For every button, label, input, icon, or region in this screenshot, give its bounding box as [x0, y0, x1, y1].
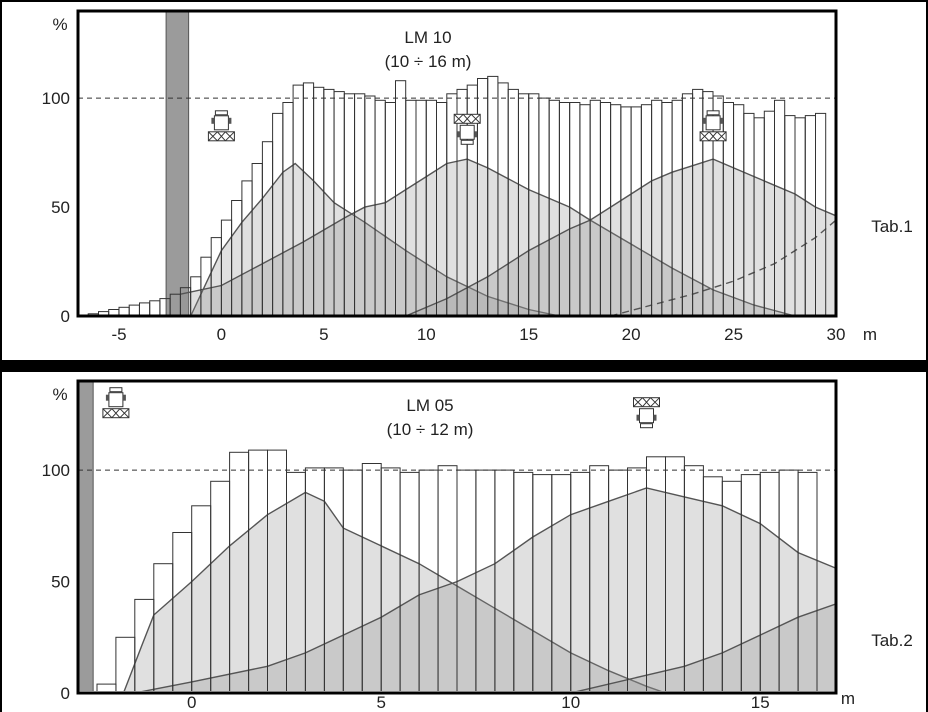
x-tick-label: 5: [319, 325, 328, 344]
chart-subtitle: (10 ÷ 16 m): [385, 52, 472, 71]
x-axis-unit: m: [863, 325, 877, 344]
chart-panel-lm10: LM 10 (10 ÷ 16 m) % m Tab.1 -5 0 5 10 15 20 25…: [2, 2, 926, 360]
panel-background: [2, 372, 926, 712]
x-tick-label: 15: [519, 325, 538, 344]
y-tick-label: 100: [42, 461, 70, 480]
table-label: Tab.2: [871, 631, 913, 650]
plot-frame: [76, 9, 838, 318]
tractor-icon: [102, 387, 130, 419]
y-axis-label: %: [52, 15, 67, 34]
y-tick-label: 100: [42, 89, 70, 108]
x-tick-label: 10: [561, 693, 580, 712]
tractor-icon: [633, 397, 660, 429]
y-tick-label: 0: [61, 684, 70, 703]
x-tick-label: 10: [417, 325, 436, 344]
plot-area: [78, 11, 836, 316]
x-tick-label: 0: [187, 693, 196, 712]
tractor-icon: [699, 110, 727, 142]
table-label: Tab.1: [871, 217, 913, 236]
x-tick-label: 0: [217, 325, 226, 344]
bar: [815, 112, 827, 316]
bar: [797, 471, 818, 691]
tractor-icon: [207, 110, 235, 142]
chart-panel-lm05: LM 05 (10 ÷ 12 m) % m Tab.2 0 5 10 15 0 50 100: [2, 372, 926, 712]
x-tick-label: 25: [724, 325, 743, 344]
chart-subtitle: (10 ÷ 12 m): [387, 420, 474, 439]
x-tick-label: 30: [827, 325, 846, 344]
x-tick-label: -5: [111, 325, 126, 344]
y-tick-label: 50: [51, 198, 70, 217]
x-axis-unit: m: [841, 689, 855, 708]
plot-frame: [76, 379, 838, 695]
y-tick-label: 0: [61, 307, 70, 326]
chart-title: LM 05: [406, 396, 453, 415]
chart-title: LM 10: [404, 28, 451, 47]
y-axis-label: %: [52, 385, 67, 404]
distribution-area-pass-2: [145, 488, 836, 691]
x-tick-label: 20: [622, 325, 641, 344]
distribution-area-pass-1: [124, 492, 660, 691]
distribution-area-pass-3: [579, 603, 836, 691]
x-tick-label: 5: [376, 693, 385, 712]
x-tick-label: 15: [751, 693, 770, 712]
y-tick-label: 50: [51, 573, 70, 592]
boom-edge-band: [78, 381, 94, 691]
plot-area: [78, 381, 836, 691]
tractor-icon: [453, 113, 481, 145]
boom-edge-band: [165, 11, 190, 316]
